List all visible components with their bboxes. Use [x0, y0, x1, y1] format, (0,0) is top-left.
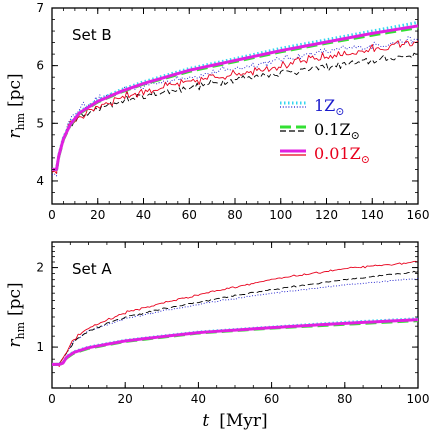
- series-line-nbody-dashed: [51, 270, 419, 367]
- series-group-bottom: [51, 260, 419, 367]
- x-tick-label: 100: [407, 392, 430, 406]
- x-tick-label: 20: [118, 392, 133, 406]
- x-tick-label: 140: [361, 208, 384, 222]
- series-line-model-solid: [51, 24, 419, 171]
- legend-label: 0.1Z⊙: [314, 120, 360, 142]
- x-tick-label: 60: [264, 392, 279, 406]
- y-axis-label-main: r: [5, 130, 25, 139]
- series-line-nbody-solid: [51, 260, 419, 367]
- x-axis-label-main: t: [202, 411, 209, 431]
- series-line-nbody-solid: [51, 40, 419, 174]
- y-axis-label-main: r: [5, 339, 25, 348]
- legend-label: 1Z⊙: [314, 96, 345, 118]
- y-axis-label-unit: [pc]: [5, 73, 25, 107]
- panel-set-a: 0 20 40 60 80 100 1 2 Set A rhm [pc] t [Myr]: [5, 241, 430, 431]
- series-line-model-dashed: [51, 319, 419, 366]
- x-tick-label: 0: [48, 208, 56, 222]
- y-axis-label-sub: hm: [14, 321, 27, 339]
- y-axis-label-unit: [pc]: [5, 282, 25, 316]
- x-tick-label: 40: [136, 208, 151, 222]
- x-tick-label: 40: [191, 392, 206, 406]
- y-tick-label: 5: [36, 116, 44, 130]
- y-axis-label-sub: hm: [14, 112, 27, 130]
- x-axis-label: t [Myr]: [202, 411, 267, 431]
- x-tick-label: 160: [407, 208, 430, 222]
- panel-label-set-a: Set A: [72, 260, 112, 278]
- series-line-nbody-dotted: [51, 277, 419, 367]
- y-tick-label: 1: [36, 340, 44, 354]
- x-tick-label: 60: [182, 208, 197, 222]
- series-line-model-solid: [51, 318, 419, 366]
- x-tick-label: 80: [227, 208, 242, 222]
- y-axis-label-top: rhm [pc]: [5, 73, 27, 138]
- x-axis-label-unit: [Myr]: [219, 411, 267, 431]
- ticks-top: 0 20 40 60 80 100 120 140 160 4 5 6 7: [36, 1, 429, 222]
- series-group-top: [51, 20, 419, 177]
- legend: 1Z⊙0.1Z⊙0.01Z⊙: [280, 96, 370, 166]
- y-axis-label-bottom: rhm [pc]: [5, 282, 27, 347]
- ticks-bottom: 0 20 40 60 80 100 1 2: [36, 241, 430, 406]
- panel-label-set-b: Set B: [72, 26, 112, 44]
- y-tick-label: 6: [36, 59, 44, 73]
- x-tick-label: 20: [90, 208, 105, 222]
- y-tick-label: 7: [36, 1, 44, 15]
- y-tick-label: 4: [36, 174, 44, 188]
- x-tick-label: 120: [315, 208, 338, 222]
- x-tick-label: 100: [269, 208, 292, 222]
- y-tick-label: 2: [36, 261, 44, 275]
- series-line-nbody-dashed: [51, 52, 419, 173]
- x-tick-label: 0: [48, 392, 56, 406]
- legend-label: 0.01Z⊙: [314, 144, 370, 166]
- x-tick-label: 80: [337, 392, 352, 406]
